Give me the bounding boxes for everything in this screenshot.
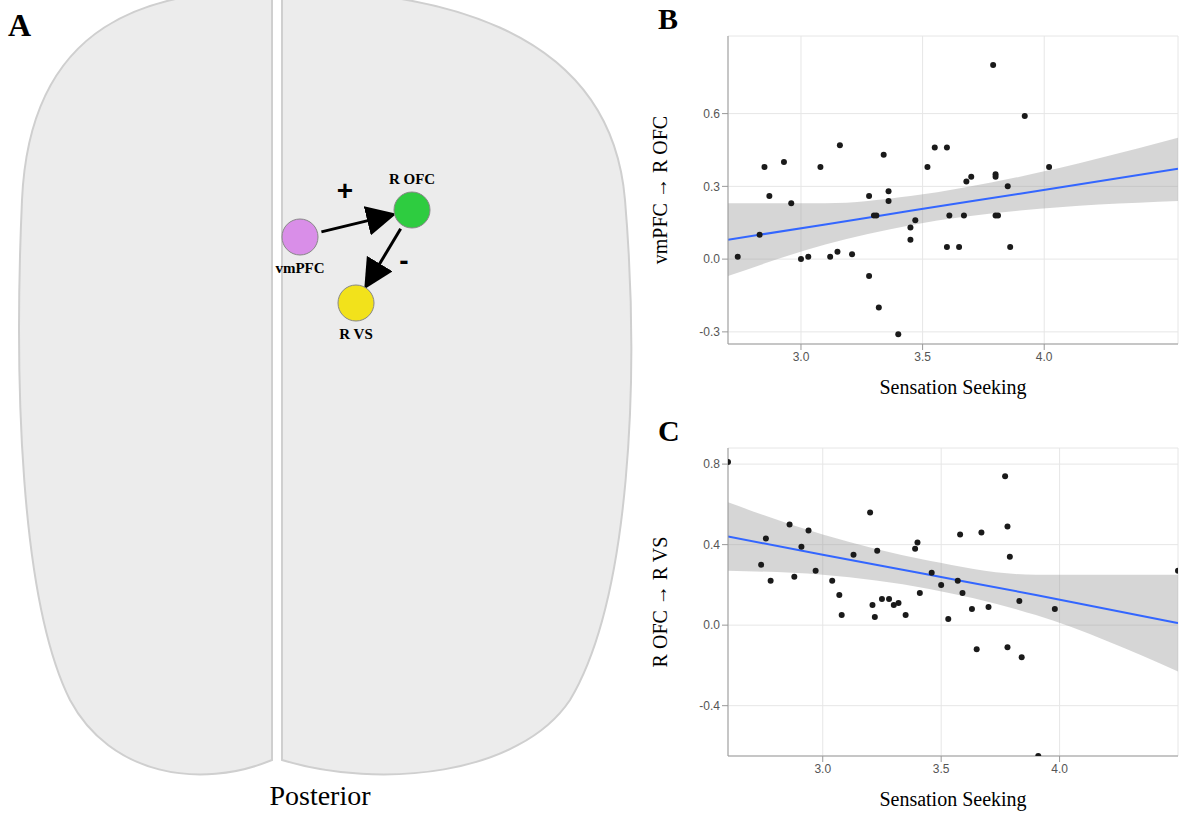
html-text:B: B xyxy=(658,2,678,35)
svg-text:0.0: 0.0 xyxy=(703,252,720,266)
svg-text:R VS: R VS xyxy=(339,326,373,342)
svg-text:+: + xyxy=(337,175,353,206)
svg-text:3.5: 3.5 xyxy=(914,350,931,364)
svg-text:0.0: 0.0 xyxy=(703,618,720,632)
svg-text:Sensation Seeking: Sensation Seeking xyxy=(879,788,1026,811)
svg-text:3.5: 3.5 xyxy=(933,762,950,776)
svg-text:R OFC: R OFC xyxy=(389,171,435,187)
svg-text:4.0: 4.0 xyxy=(1036,350,1053,364)
svg-text:0.4: 0.4 xyxy=(703,538,720,552)
svg-text:Sensation Seeking: Sensation Seeking xyxy=(879,376,1026,399)
svg-text:3.0: 3.0 xyxy=(814,762,831,776)
svg-text:4.0: 4.0 xyxy=(1051,762,1068,776)
svg-text:-0.3: -0.3 xyxy=(699,325,720,339)
svg-text:A: A xyxy=(8,7,31,43)
svg-text:3.0: 3.0 xyxy=(793,350,810,364)
svg-text:-: - xyxy=(399,245,408,276)
svg-text:vmPFC → R OFC: vmPFC → R OFC xyxy=(650,116,671,264)
svg-text:0.6: 0.6 xyxy=(703,107,720,121)
svg-text:vmPFC: vmPFC xyxy=(275,260,324,276)
svg-text:Posterior: Posterior xyxy=(269,780,371,811)
svg-text:-0.4: -0.4 xyxy=(699,699,720,713)
svg-text:R OFC → R VS: R OFC → R VS xyxy=(650,537,671,668)
svg-text:0.3: 0.3 xyxy=(703,180,720,194)
html-text:C: C xyxy=(658,414,680,447)
svg-text:0.8: 0.8 xyxy=(703,457,720,471)
